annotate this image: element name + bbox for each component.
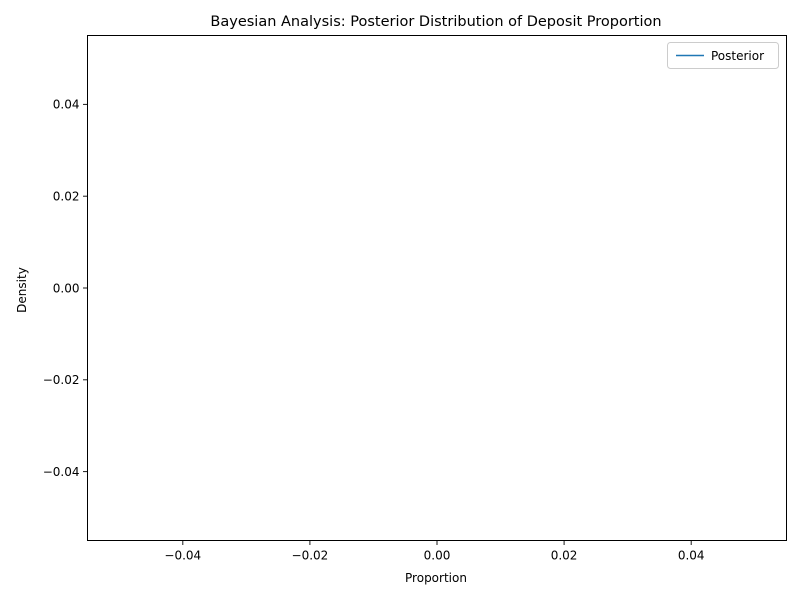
y-tick-label: 0.00 <box>53 281 80 295</box>
legend: Posterior <box>667 42 779 69</box>
x-tick-label: 0.04 <box>678 549 705 563</box>
axes-frame <box>87 35 787 541</box>
y-tick-label: −0.04 <box>43 465 80 479</box>
plot-area: −0.04 −0.02 0.00 0.02 0.04 −0.04 −0.02 0.00 0.0… <box>43 35 787 563</box>
legend-frame <box>667 42 779 69</box>
y-tick-label: −0.02 <box>43 373 80 387</box>
x-tick-label: 0.00 <box>424 549 451 563</box>
chart-title: Bayesian Analysis: Posterior Distributio… <box>210 14 661 30</box>
y-tick-label: 0.02 <box>53 189 80 203</box>
x-tick-label: 0.02 <box>551 549 578 563</box>
legend-label-posterior: Posterior <box>711 49 764 63</box>
y-axis-ticks: −0.04 −0.02 0.00 0.02 0.04 <box>43 98 88 479</box>
x-tick-label: −0.04 <box>164 549 201 563</box>
x-tick-label: −0.02 <box>292 549 329 563</box>
y-axis-label: Density <box>15 267 29 313</box>
y-tick-label: 0.04 <box>53 98 80 112</box>
x-axis-ticks: −0.04 −0.02 0.00 0.02 0.04 <box>164 540 705 563</box>
x-axis-label: Proportion <box>405 571 467 585</box>
